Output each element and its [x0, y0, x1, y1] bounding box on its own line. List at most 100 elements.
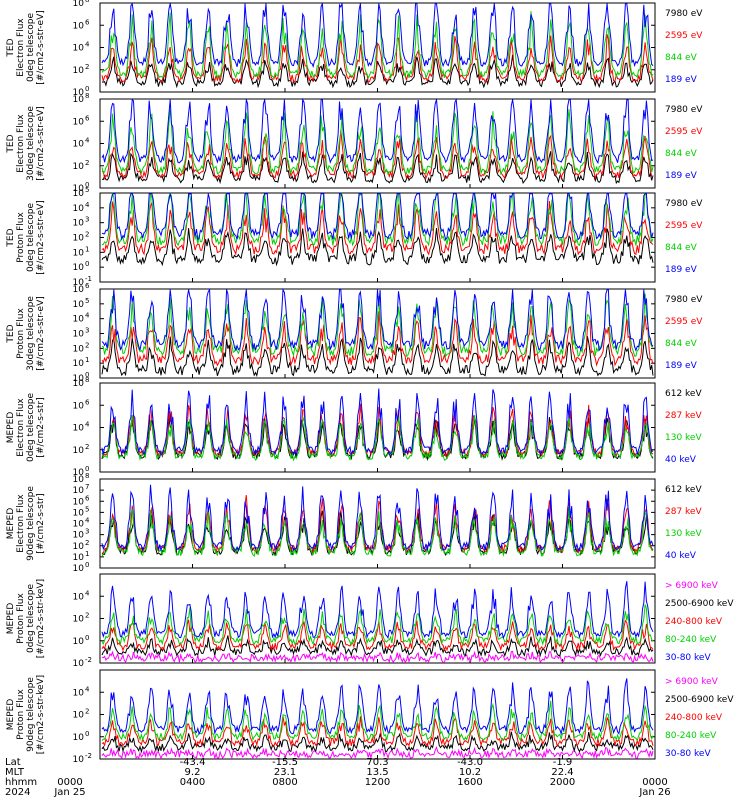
legend-entry: > 6900 keV — [665, 581, 719, 591]
y-tick-label: 10 — [73, 285, 85, 295]
tick-hhmm: 1600 — [457, 777, 482, 788]
y-tick-exponent: 5 — [85, 297, 89, 305]
series-line-red — [101, 129, 653, 181]
y-tick-exponent: 6 — [85, 114, 90, 122]
legend-entry: 240-800 keV — [665, 713, 723, 723]
y-tick-exponent: 4 — [85, 421, 90, 429]
y-tick-label: 10 — [73, 592, 85, 602]
y-tick-label: 10 — [73, 117, 85, 127]
y-axis-label-line: 0deg telescope — [26, 393, 36, 463]
legend-entry: 7980 eV — [665, 199, 703, 209]
legend-entry: 612 keV — [665, 389, 702, 399]
series-line-magenta — [101, 745, 654, 760]
y-tick-exponent: -2 — [85, 752, 92, 760]
y-tick-exponent: 8 — [85, 376, 89, 384]
y-tick-label: 10 — [73, 189, 85, 199]
y-tick-label: 10 — [73, 733, 85, 743]
legend-entry: 2500-6900 keV — [665, 695, 734, 705]
y-tick-exponent: 5 — [85, 186, 89, 194]
series-line-red — [101, 311, 654, 367]
tick-hhmm: 0800 — [272, 777, 297, 788]
legend-entry: 287 keV — [665, 411, 702, 421]
y-tick-exponent: 7 — [85, 483, 89, 491]
tick-lat: -43.0 — [457, 757, 483, 768]
legend-entry: 7980 eV — [665, 105, 703, 115]
y-tick-exponent: 4 — [85, 312, 90, 320]
legend-entry: 612 keV — [665, 485, 702, 495]
y-tick-label: 10 — [73, 278, 85, 288]
legend-entry: 287 keV — [665, 507, 702, 517]
tick-lat: -1.9 — [553, 757, 573, 768]
end-time: 0000 — [642, 777, 667, 788]
y-tick-exponent: 3 — [85, 216, 89, 224]
footer-row-label: 2024 — [5, 787, 30, 798]
legend-entry: > 6900 keV — [665, 677, 719, 687]
y-tick-label: 10 — [73, 66, 85, 76]
legend-entry: 2500-6900 keV — [665, 599, 734, 609]
y-tick-label: 10 — [73, 531, 85, 541]
series-line-red — [101, 200, 654, 256]
series-line-blue — [101, 97, 654, 165]
y-tick-exponent: 6 — [85, 398, 90, 406]
y-axis-label-line: TED — [6, 324, 16, 343]
footer-row-label: hhmm — [5, 777, 37, 788]
y-axis-label-line: Proton Flux — [16, 212, 26, 263]
tick-hhmm: 2000 — [550, 777, 575, 788]
y-axis-label-line: Electron Flux — [16, 114, 26, 173]
y-axis-label: TED Electron Flux 30deg telescope [#/cm2-s-… — [6, 106, 46, 181]
start-date: Jan 25 — [53, 787, 85, 798]
y-tick-label: 10 — [73, 300, 85, 310]
legend-entry: 40 keV — [665, 455, 697, 465]
y-tick-label: 10 — [73, 659, 85, 669]
y-tick-label: 10 — [73, 553, 85, 563]
y-tick-exponent: 8 — [85, 92, 89, 100]
y-tick-exponent: 2 — [85, 63, 89, 71]
y-tick-exponent: 3 — [85, 327, 89, 335]
legend-entry: 80-240 keV — [665, 731, 717, 741]
series-line-green — [101, 700, 654, 742]
legend-entry: 189 eV — [665, 75, 698, 85]
y-tick-exponent: 0 — [85, 465, 89, 473]
y-axis-label-line: Proton Flux — [16, 593, 26, 644]
legend-entry: 80-240 keV — [665, 635, 717, 645]
y-axis-label-line: 0deg telescope — [26, 584, 36, 654]
y-axis-label: MEPED Electron Flux 0deg telescope [#/cm2-s… — [6, 393, 46, 463]
y-tick-exponent: 6 — [85, 18, 90, 26]
series-line-blue — [101, 2, 654, 68]
y-tick-exponent: 0 — [85, 85, 89, 93]
legend-entry: 130 keV — [665, 433, 702, 443]
series-line-blue — [101, 484, 654, 552]
y-tick-label: 10 — [73, 248, 85, 258]
footer-row-label: MLT — [5, 767, 25, 778]
y-axis-label-line: [#/cm2-s-str-eV] — [36, 296, 46, 371]
y-tick-exponent: 4 — [85, 685, 90, 693]
legend-entry: 844 eV — [665, 53, 698, 63]
y-tick-label: 10 — [73, 315, 85, 325]
y-tick-exponent: 2 — [85, 341, 89, 349]
legend-entry: 844 eV — [665, 243, 698, 253]
series-line-red — [101, 34, 654, 84]
y-tick-exponent: 2 — [85, 231, 89, 239]
y-axis-label: TED Electron Flux 0deg telescope [#/cm2-s-s… — [6, 10, 46, 85]
series-line-black — [101, 228, 654, 267]
y-axis-label-line: Electron Flux — [16, 18, 26, 77]
y-tick-label: 10 — [73, 95, 85, 105]
y-tick-label: 10 — [73, 615, 85, 625]
y-axis-label-line: MEPED — [6, 699, 16, 731]
y-tick-exponent: -2 — [85, 656, 92, 664]
y-tick-exponent: 2 — [85, 708, 89, 716]
series-line-blue — [101, 581, 654, 640]
y-tick-exponent: 2 — [85, 539, 89, 547]
y-tick-label: 10 — [73, 204, 85, 214]
tick-lat: 70.3 — [366, 757, 388, 768]
y-tick-label: 10 — [73, 21, 85, 31]
start-time: 0000 — [57, 777, 82, 788]
legend-entry: 7980 eV — [665, 9, 703, 19]
series-line-green — [101, 109, 654, 176]
series-line-blue — [101, 192, 654, 241]
end-date: Jan 26 — [638, 787, 670, 798]
tick-mlt: 13.5 — [366, 767, 388, 778]
